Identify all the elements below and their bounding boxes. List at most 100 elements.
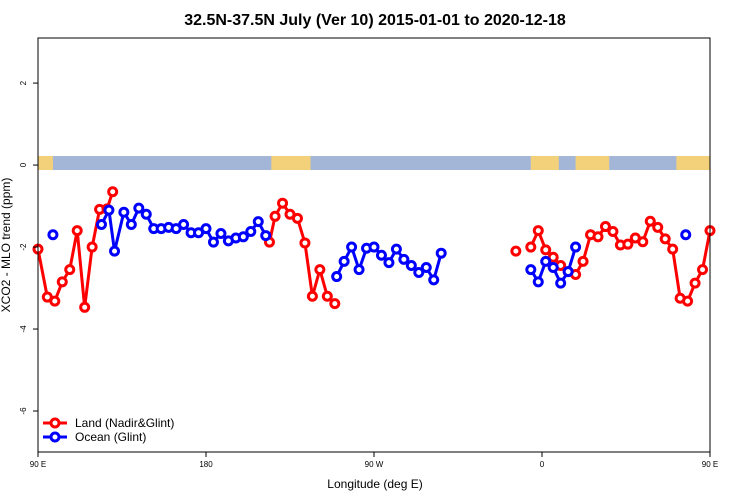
series-0-point-1-4 bbox=[291, 212, 303, 224]
series-1-point-1-2 bbox=[109, 245, 121, 257]
series-0-point-1-9 bbox=[329, 298, 341, 310]
series-0-point-1-6 bbox=[306, 290, 318, 302]
series-1-point-1-1 bbox=[103, 204, 115, 216]
y-tick-label-3: -4 bbox=[19, 325, 28, 333]
series-0-point-2-0 bbox=[510, 245, 522, 257]
series-1-point-2-10 bbox=[405, 259, 417, 271]
series-1-point-1-11 bbox=[178, 219, 190, 231]
series-0-point-1-7 bbox=[314, 264, 326, 276]
series-1-point-1-16 bbox=[215, 228, 227, 240]
y-axis-label: XCO2 - MLO trend (ppm) bbox=[0, 178, 13, 313]
series-1-point-2-14 bbox=[435, 247, 447, 259]
series-0-point-3-11 bbox=[607, 225, 619, 237]
series-1-point-2-6 bbox=[375, 249, 387, 261]
series-1-point-2-8 bbox=[390, 243, 402, 255]
x-tick-label-4: 90 E bbox=[702, 460, 718, 469]
series-1-point-3-0 bbox=[525, 264, 537, 276]
series-1-point-1-6 bbox=[140, 208, 152, 220]
series-1 bbox=[47, 202, 692, 289]
series-0-point-1-5 bbox=[299, 237, 311, 249]
land-band-0 bbox=[38, 156, 53, 171]
series-1-point-1-22 bbox=[260, 230, 272, 242]
series-1-point-1-4 bbox=[125, 219, 137, 231]
series-0-point-3-18 bbox=[659, 233, 671, 245]
series-0-point-3-19 bbox=[667, 243, 679, 255]
series-1-point-2-13 bbox=[428, 274, 440, 286]
series-0-point-3-21 bbox=[682, 295, 694, 307]
series-1-point-3-2 bbox=[540, 255, 552, 267]
series-0-point-3-16 bbox=[644, 215, 656, 227]
x-tick-label-1: 180 bbox=[199, 460, 213, 469]
series-0-point-3-0 bbox=[525, 241, 537, 253]
legend-land-marker bbox=[49, 417, 61, 429]
series-1-point-2-7 bbox=[383, 257, 395, 269]
series-1-point-2-2 bbox=[346, 241, 358, 253]
series-0-line-1 bbox=[268, 201, 336, 305]
legend: Land (Nadir&Glint) Ocean (Glint) bbox=[43, 416, 174, 444]
land-band-1 bbox=[271, 156, 311, 171]
x-tick-label-0: 90 E bbox=[30, 460, 46, 469]
series-0-point-0-7 bbox=[86, 241, 98, 253]
series-1-point-1-19 bbox=[237, 231, 249, 243]
land-band-2 bbox=[530, 156, 559, 171]
series-0-point-3-1 bbox=[532, 225, 544, 237]
plot-area bbox=[32, 37, 716, 453]
x-axis: 90 E 180 90 W 0 90 E bbox=[30, 452, 718, 469]
series-0-point-3-7 bbox=[577, 255, 589, 267]
ocean-band bbox=[38, 156, 710, 171]
y-axis: 2 0 -2 -4 -6 bbox=[19, 80, 38, 415]
series-0-point-3-17 bbox=[652, 221, 664, 233]
x-tick-label-2: 90 W bbox=[365, 460, 384, 469]
land-ocean-mask bbox=[38, 156, 710, 171]
legend-land-label: Land (Nadir&Glint) bbox=[75, 416, 174, 430]
series-1-point-1-15 bbox=[207, 236, 219, 248]
series-1-point-1-3 bbox=[118, 206, 130, 218]
series-0-point-3-23 bbox=[697, 264, 709, 276]
series-0-point-1-2 bbox=[277, 197, 289, 209]
series-1-point-4-0 bbox=[680, 229, 692, 241]
y-tick-label-0: 2 bbox=[19, 80, 28, 85]
series-0-point-3-15 bbox=[637, 236, 649, 248]
series-0-point-1-1 bbox=[269, 210, 281, 222]
series-1-point-3-1 bbox=[532, 276, 544, 288]
series-0-point-3-9 bbox=[592, 231, 604, 243]
series-1-point-3-4 bbox=[555, 277, 567, 289]
land-band-3 bbox=[575, 156, 610, 171]
series-1-point-3-6 bbox=[570, 241, 582, 253]
series-1-point-1-14 bbox=[200, 223, 212, 235]
series-1-point-1-21 bbox=[252, 216, 264, 228]
series-1-point-2-3 bbox=[353, 264, 365, 276]
y-tick-label-1: 0 bbox=[19, 162, 28, 167]
chart-title: 32.5N-37.5N July (Ver 10) 2015-01-01 to … bbox=[184, 12, 566, 29]
series-0-point-0-6 bbox=[79, 301, 91, 313]
series-0-point-0-4 bbox=[64, 264, 76, 276]
series-0 bbox=[32, 186, 716, 313]
x-tick-label-3: 0 bbox=[540, 460, 545, 469]
series-layer bbox=[32, 186, 716, 313]
series-1-point-2-1 bbox=[338, 255, 350, 267]
legend-ocean-label: Ocean (Glint) bbox=[75, 430, 146, 444]
series-0-point-3-22 bbox=[689, 277, 701, 289]
series-1-point-1-20 bbox=[245, 225, 257, 237]
series-0-point-0-3 bbox=[56, 276, 68, 288]
series-0-point-1-8 bbox=[321, 290, 333, 302]
series-1-point-2-11 bbox=[413, 266, 425, 278]
series-0-point-0-5 bbox=[71, 225, 83, 237]
series-0-point-0-10 bbox=[107, 186, 119, 198]
series-0-point-3-10 bbox=[599, 221, 611, 233]
series-1-point-1-5 bbox=[133, 202, 145, 214]
series-1-point-2-0 bbox=[331, 271, 343, 283]
series-0-point-3-2 bbox=[540, 244, 552, 256]
series-1-point-2-9 bbox=[398, 253, 410, 265]
series-1-point-3-5 bbox=[562, 266, 574, 278]
land-band-4 bbox=[676, 156, 710, 171]
legend-ocean-marker bbox=[49, 431, 61, 443]
y-tick-label-4: -6 bbox=[19, 407, 28, 415]
series-0-point-3-13 bbox=[622, 238, 634, 250]
series-1-point-0-0 bbox=[47, 229, 59, 241]
x-axis-label: Longitude (deg E) bbox=[327, 477, 422, 491]
series-0-point-0-2 bbox=[49, 295, 61, 307]
series-1-point-1-0 bbox=[95, 219, 107, 231]
series-1-point-2-5 bbox=[368, 241, 380, 253]
